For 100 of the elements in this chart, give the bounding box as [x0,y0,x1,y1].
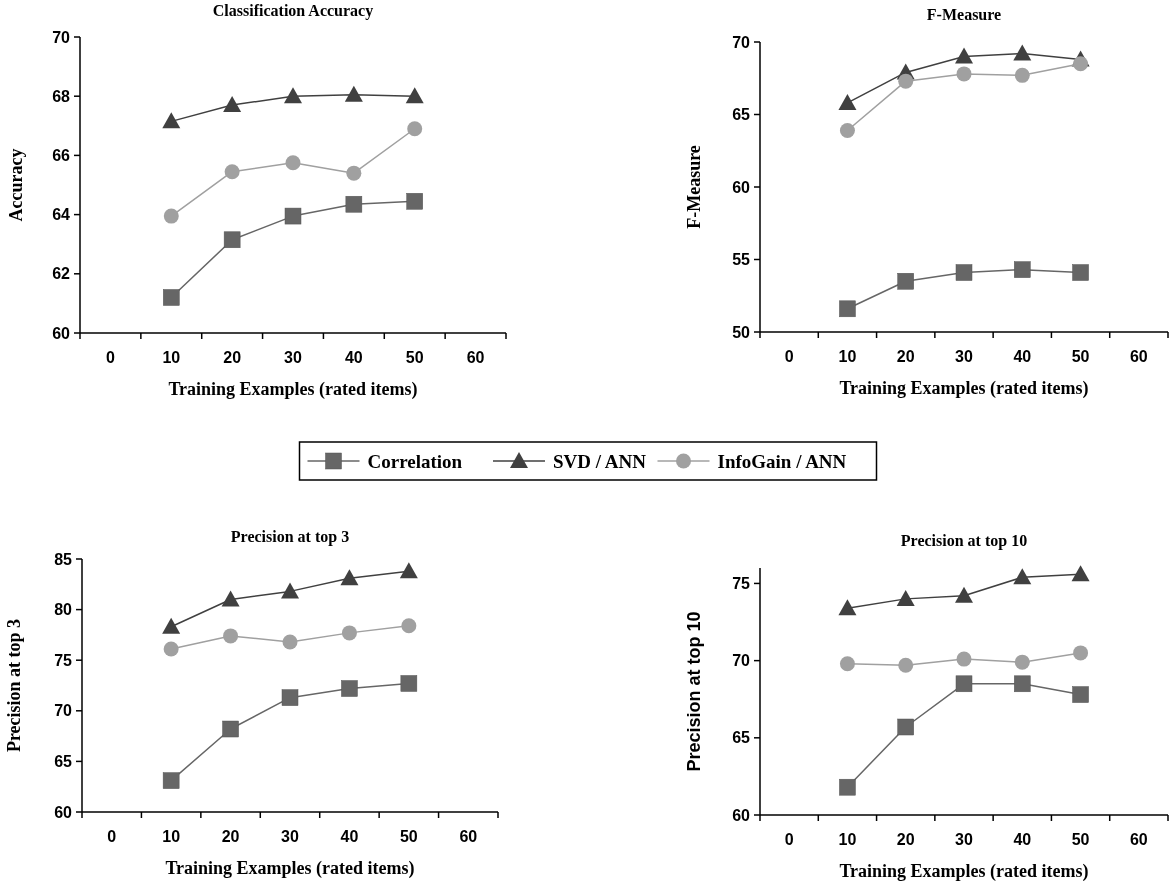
x-tick-label: 10 [838,348,857,365]
x-tick-label: 0 [107,828,117,845]
point [1071,565,1090,582]
x-tick-label: 10 [162,828,181,845]
y-tick-label: 70 [54,702,73,720]
point [1014,261,1031,278]
y-tick-label: 80 [54,601,73,619]
point [898,73,914,89]
x-tick-label: 50 [1071,348,1090,365]
point [838,599,857,616]
y-tick-label: 85 [54,550,73,568]
x-tick-label: 50 [405,349,424,366]
y-tick-label: 75 [54,651,73,669]
x-tick-label: 50 [1071,831,1090,848]
point [162,112,181,129]
y-tick-label: 60 [54,803,73,821]
point [956,651,972,667]
y-tick-label: 65 [732,106,751,124]
point [406,193,423,210]
y-tick-label: 55 [732,251,751,269]
point [222,720,239,738]
point [955,47,973,64]
point [1013,44,1032,61]
x-tick-label: 30 [955,348,973,365]
y-tick-label: 70 [732,33,751,51]
x-tick-label: 60 [1129,831,1148,848]
x-tick-label: 30 [284,349,302,366]
x-tick-label: 0 [105,349,115,366]
point [955,586,973,603]
y-tick-label: 66 [52,147,71,164]
point [407,121,423,137]
point [162,617,181,634]
y-tick-label: 64 [52,206,71,224]
x-axis-title: Training Examples (rated items) [165,858,415,879]
point [1073,56,1089,72]
point [345,195,363,213]
x-tick-label: 60 [1129,348,1148,365]
x-axis-title: Training Examples (rated items) [839,861,1089,882]
point [839,122,855,138]
point [346,165,362,181]
point [281,582,299,599]
x-tick-label: 20 [896,831,915,848]
x-tick-label: 30 [281,828,299,845]
point [224,164,240,180]
legend-label: SVD / ANN [553,450,647,472]
point [162,772,180,789]
point [955,675,973,693]
point [341,680,358,697]
y-axis-title: Precision at top 10 [684,611,704,772]
point [341,625,357,641]
point [1013,568,1032,585]
point [898,657,914,673]
chart-title: Precision at top 10 [900,532,1028,550]
y-tick-label: 60 [732,178,751,196]
point [344,85,363,102]
x-tick-label: 40 [340,828,359,845]
point [897,273,914,290]
y-axis-title: Precision at top 3 [4,618,24,753]
point [163,208,179,224]
y-tick-label: 62 [52,265,71,283]
point [223,628,239,644]
point [284,87,302,104]
point [1014,67,1030,83]
point [839,778,856,796]
y-tick-label: 68 [52,87,71,105]
x-tick-label: 60 [459,828,478,845]
point [223,96,242,113]
point [956,66,972,82]
y-tick-label: 65 [732,729,751,747]
x-tick-label: 10 [162,349,181,366]
y-tick-label: 60 [52,324,71,342]
point [896,589,915,606]
point [839,300,856,318]
point [340,569,359,586]
y-tick-label: 70 [52,28,71,46]
point [1073,645,1089,661]
point [399,562,418,579]
point [1072,686,1089,703]
y-tick-label: 50 [732,323,751,341]
point [282,634,298,650]
point [285,155,301,171]
chart-title: Classification Accuracy [212,2,374,20]
y-axis-title: Accuracy [6,148,26,222]
point [838,93,857,110]
point [163,641,179,657]
x-axis-title: Training Examples (rated items) [839,378,1089,399]
y-tick-label: 75 [732,575,751,593]
y-tick-label: 70 [732,652,751,670]
point [405,87,424,104]
point [223,231,241,249]
x-tick-label: 10 [838,831,857,848]
x-tick-label: 0 [784,348,794,365]
x-axis-title: Training Examples (rated items) [168,379,418,400]
point [1072,264,1089,281]
chart-title: F-Measure [926,6,1002,23]
x-tick-label: 40 [344,349,363,366]
point [839,656,855,672]
point [1014,675,1031,693]
chart-title: Precision at top 3 [230,528,350,546]
point [163,289,180,306]
